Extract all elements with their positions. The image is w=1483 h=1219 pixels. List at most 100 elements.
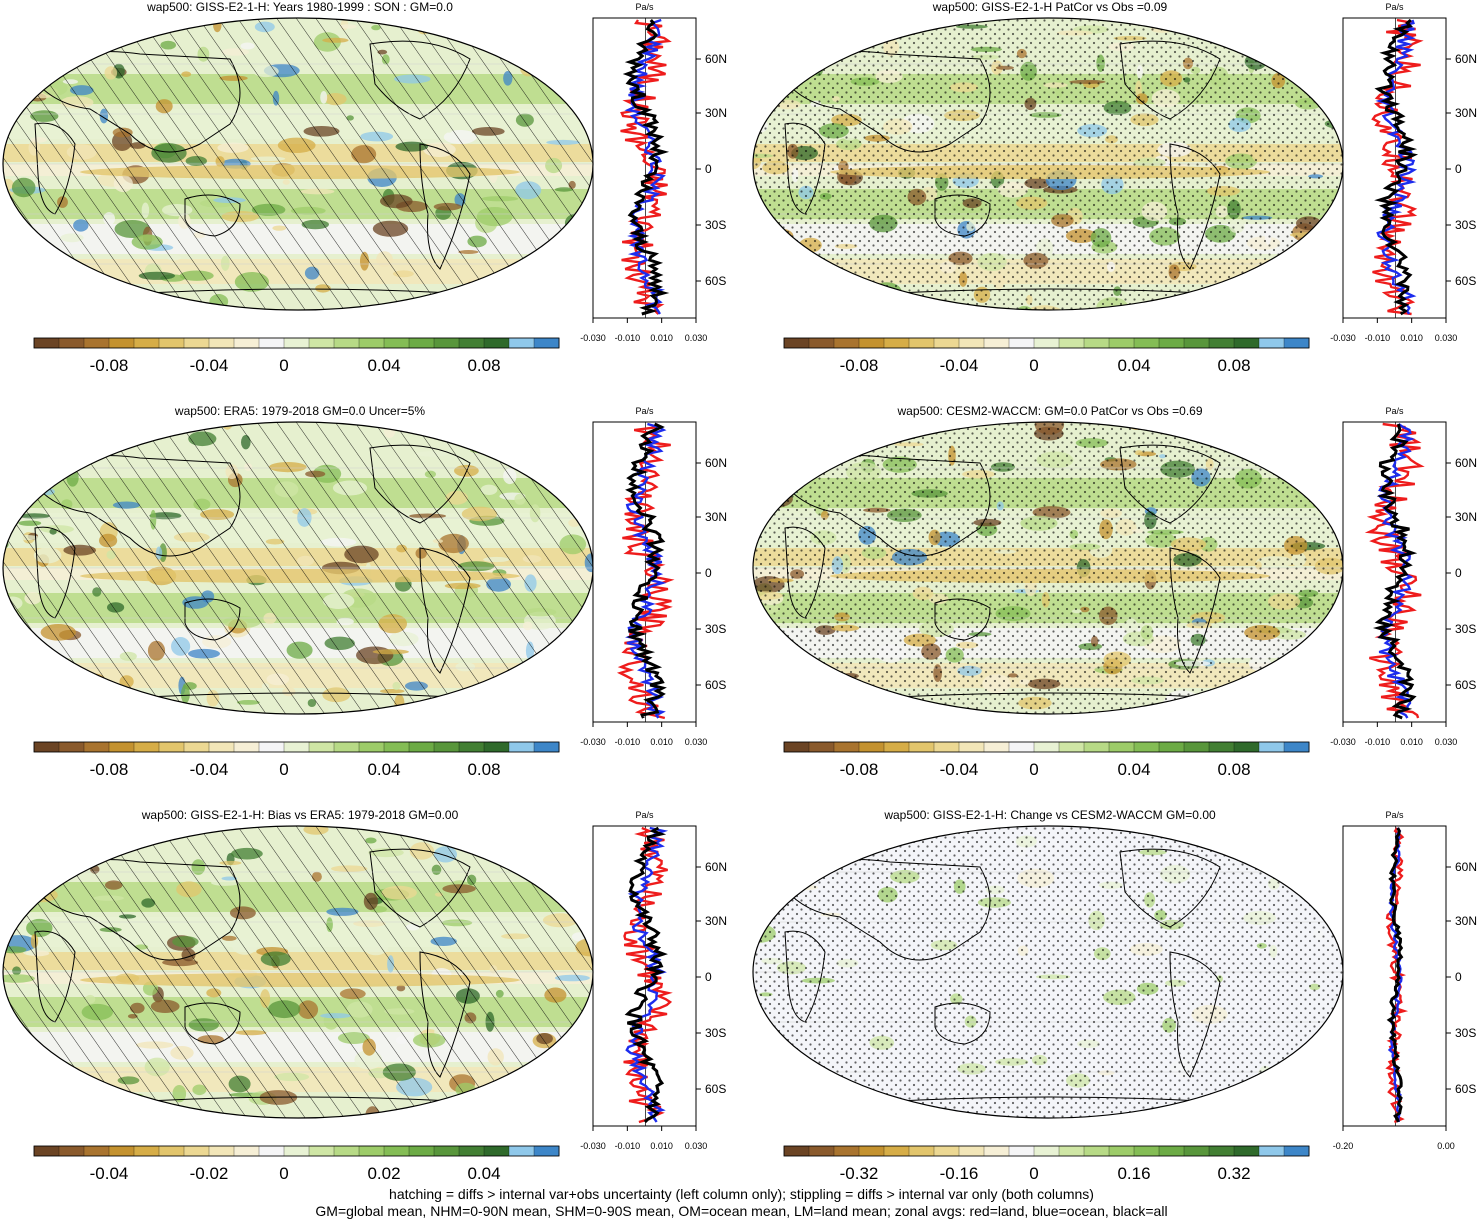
lat-label: 30S	[1455, 1026, 1476, 1040]
world-map	[2, 17, 594, 311]
field-cell	[1287, 663, 1320, 669]
lat-label: 60S	[1455, 678, 1476, 692]
colorbar-label: -0.04	[940, 760, 979, 779]
colorbar-swatch	[1108, 337, 1135, 349]
field-cell	[753, 708, 776, 714]
lat-label: 30S	[1455, 622, 1476, 636]
colorbar-swatch	[233, 741, 260, 753]
colorbar-label: -0.04	[90, 1164, 129, 1183]
field-cell	[13, 498, 25, 512]
field-cell	[72, 1115, 84, 1118]
lat-label: 60N	[705, 860, 727, 874]
field-cell	[822, 422, 839, 441]
field-cell	[27, 466, 48, 473]
field-cell	[1295, 691, 1316, 702]
field-cell	[3, 636, 31, 645]
field-cell	[1153, 422, 1169, 427]
colorbar-swatch	[333, 741, 360, 753]
colorbar-swatch	[1208, 741, 1235, 753]
colorbar-label: 0.02	[367, 1164, 400, 1183]
colorbar-swatch	[108, 1145, 135, 1157]
colorbar-swatch	[1108, 1145, 1135, 1157]
colorbar-swatch	[1133, 741, 1160, 753]
colorbar-label: 0	[279, 760, 288, 779]
stippling-overlay	[753, 422, 1343, 714]
colorbar-frame	[33, 741, 560, 753]
field-cell	[70, 1095, 89, 1100]
field-cell	[1298, 62, 1316, 73]
zonal-all-curve	[1372, 423, 1418, 720]
colorbar-label: 0.08	[467, 760, 500, 779]
colorbar-swatch	[383, 337, 410, 349]
field-cell	[5, 864, 41, 883]
colorbar-swatch	[458, 337, 485, 349]
map-panel-change: wap500: GISS-E2-1-H: Change vs CESM2-WAC…	[750, 808, 1483, 1208]
colorbar-swatch	[983, 1145, 1010, 1157]
field-cell	[3, 445, 23, 461]
field-cell	[149, 1113, 167, 1118]
field-cell	[12, 826, 23, 843]
field-cell	[472, 696, 494, 714]
field-cell	[532, 439, 563, 456]
zonal-x-label: 0.010	[650, 1141, 673, 1151]
field-cell	[515, 692, 539, 705]
panel-title: wap500: GISS-E2-1-H PatCor vs Obs =0.09	[932, 0, 1168, 14]
colorbar-swatch	[508, 337, 535, 349]
colorbar-swatch	[1208, 1145, 1235, 1157]
colorbar-swatch	[933, 741, 960, 753]
colorbar-swatch	[833, 741, 860, 753]
zonal-unit-label: Pa/s	[635, 2, 654, 12]
field-cell	[767, 455, 787, 464]
field-cell	[857, 418, 894, 421]
colorbar: -0.08 -0.04 0 0.04 0.08	[33, 337, 560, 375]
colorbar-label: -0.16	[940, 1164, 979, 1183]
zonal-unit-label: Pa/s	[635, 406, 654, 416]
colorbar-swatch	[1233, 741, 1260, 753]
field-cell	[177, 19, 187, 28]
field-cell	[517, 1078, 550, 1098]
zonal-x-label: 0.010	[650, 737, 673, 747]
field-cell	[26, 1096, 54, 1103]
panel-title: wap500: GISS-E2-1-H: Change vs CESM2-WAC…	[884, 808, 1216, 822]
lat-label: 30S	[705, 622, 726, 636]
field-cell	[823, 289, 847, 295]
zonal-land-curve	[616, 423, 675, 720]
colorbar-swatch	[1058, 337, 1085, 349]
colorbar-swatch	[1283, 337, 1310, 349]
field-cell	[1279, 283, 1289, 302]
zonal-x-label: -0.20	[1333, 1141, 1354, 1151]
lat-label: 0	[1455, 970, 1462, 984]
colorbar-swatch	[858, 741, 885, 753]
field-cell	[32, 259, 53, 278]
lat-label: 30N	[705, 914, 727, 928]
colorbar-swatch	[408, 1145, 435, 1157]
colorbar-swatch	[433, 1145, 460, 1157]
colorbar-swatch	[808, 337, 835, 349]
panel-title: wap500: GISS-E2-1-H: Years 1980-1999 : S…	[147, 0, 453, 14]
field-cell	[484, 275, 520, 292]
colorbar-swatch	[483, 741, 510, 753]
field-cell	[34, 46, 48, 60]
colorbar-swatch	[283, 337, 310, 349]
field-cell	[540, 1061, 561, 1067]
colorbar-swatch	[1083, 337, 1110, 349]
field-cell	[787, 423, 810, 437]
colorbar-swatch	[1283, 741, 1310, 753]
field-cell	[418, 828, 452, 838]
lat-label: 60N	[705, 456, 727, 470]
colorbar-swatch	[883, 741, 910, 753]
field-cell	[887, 422, 918, 423]
colorbar-swatch	[808, 741, 835, 753]
colorbar-swatch	[1208, 337, 1235, 349]
lat-label: 30N	[705, 106, 727, 120]
zonal-ocean-curve	[1375, 19, 1418, 315]
map-panel-gcm-climatology: wap500: GISS-E2-1-H: Years 1980-1999 : S…	[0, 0, 742, 400]
colorbar-swatch	[458, 741, 485, 753]
field-cell	[796, 463, 812, 477]
field-cell	[1273, 27, 1298, 35]
lat-label: 60S	[1455, 274, 1476, 288]
field-cell	[50, 267, 81, 283]
colorbar-label: 0.04	[1117, 356, 1150, 375]
map-panel-era5: wap500: ERA5: 1979-2018 GM=0.0 Uncer=5% …	[0, 404, 742, 804]
colorbar-swatch	[133, 1145, 160, 1157]
